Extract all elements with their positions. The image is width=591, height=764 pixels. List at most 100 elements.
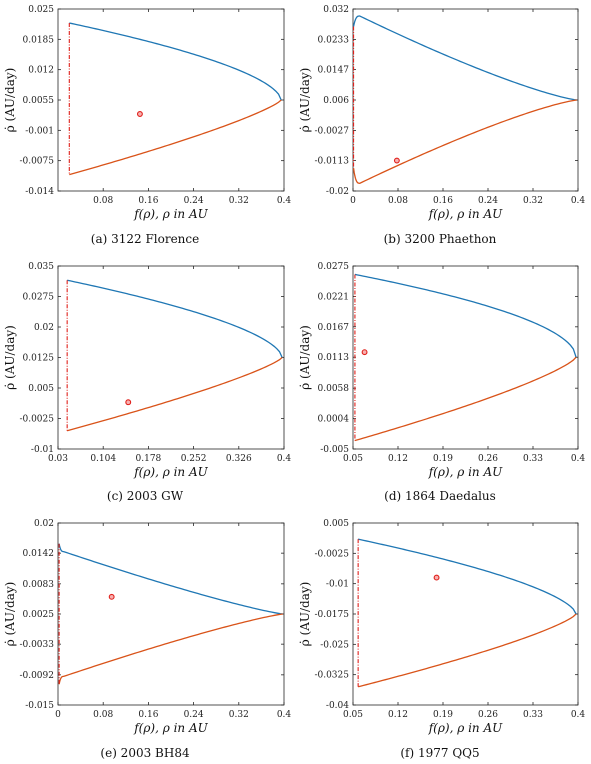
x-tick-label: 0.4 bbox=[571, 454, 586, 464]
x-axis-label: f(ρ), ρ in AU bbox=[133, 207, 208, 221]
x-tick-label: 0.24 bbox=[478, 196, 498, 206]
upper-boundary-curve bbox=[67, 279, 283, 358]
x-tick-label: 0.12 bbox=[388, 710, 408, 720]
chart-panel-2: 0 0.08 0.16 0.24 0.32 0.4 0.032 0.0233 0.0147 0.0… bbox=[298, 5, 585, 246]
x-tick-label: 0.08 bbox=[93, 710, 113, 720]
panel-caption: (f) 1977 QQ5 bbox=[400, 746, 479, 760]
y-tick-label: 0.0167 bbox=[318, 323, 350, 333]
y-tick-label: 0.0185 bbox=[23, 35, 55, 45]
y-tick-label: -0.0175 bbox=[314, 610, 349, 620]
lower-boundary-curve bbox=[357, 613, 577, 688]
lower-boundary-curve bbox=[69, 99, 282, 176]
plot-frame bbox=[352, 265, 579, 450]
x-tick-label: 0 bbox=[55, 710, 61, 720]
y-tick-label: 0.025 bbox=[28, 5, 54, 15]
x-tick-label: 0.252 bbox=[181, 454, 207, 464]
y-tick-label: -0.01 bbox=[31, 445, 54, 455]
x-tick-label: 0.33 bbox=[523, 454, 543, 464]
y-tick-label: -0.025 bbox=[320, 640, 349, 650]
y-tick-label: -0.02 bbox=[326, 187, 349, 197]
y-tick-label: 0.0221 bbox=[318, 292, 350, 302]
y-tick-label: -0.0075 bbox=[19, 157, 54, 167]
y-tick-label: -0.0025 bbox=[19, 415, 54, 425]
y-tick-label: -0.0033 bbox=[19, 640, 54, 650]
x-axis-label: f(ρ), ρ in AU bbox=[428, 465, 503, 479]
x-tick-label: 0 bbox=[350, 196, 356, 206]
observation-point bbox=[108, 593, 115, 600]
lower-boundary-curve bbox=[352, 99, 577, 184]
plot-frame bbox=[352, 522, 579, 706]
x-tick-label: 0.19 bbox=[433, 710, 453, 720]
lower-boundary-curve bbox=[58, 613, 283, 685]
y-tick-label: -0.014 bbox=[25, 187, 54, 197]
panel-caption: (d) 1864 Daedalus bbox=[384, 489, 496, 503]
y-axis-label: ρ̇ (AU/day) bbox=[3, 325, 17, 390]
upper-boundary-curve bbox=[352, 15, 577, 101]
x-axis-label: f(ρ), ρ in AU bbox=[428, 721, 503, 735]
y-tick-label: 0.0025 bbox=[23, 610, 55, 620]
x-tick-label: 0.16 bbox=[138, 710, 158, 720]
y-tick-label: 0.0275 bbox=[23, 293, 55, 303]
lower-boundary-curve bbox=[354, 356, 577, 442]
y-tick-label: -0.001 bbox=[25, 126, 54, 136]
x-tick-label: 0.08 bbox=[388, 196, 408, 206]
y-tick-label: 0.0275 bbox=[318, 262, 350, 272]
x-tick-label: 0.4 bbox=[277, 196, 292, 206]
y-tick-label: -0.005 bbox=[320, 445, 349, 455]
y-tick-label: 0.0142 bbox=[23, 549, 55, 559]
y-tick-label: 0.006 bbox=[323, 96, 349, 106]
panel-caption: (a) 3122 Florence bbox=[91, 232, 199, 246]
y-tick-label: 0.02 bbox=[34, 323, 54, 333]
x-axis-label: f(ρ), ρ in AU bbox=[133, 721, 208, 735]
y-tick-label: 0.0113 bbox=[318, 353, 350, 363]
panel-caption: (e) 2003 BH84 bbox=[100, 746, 190, 760]
x-tick-label: 0.4 bbox=[571, 196, 586, 206]
x-tick-label: 0.16 bbox=[138, 196, 158, 206]
x-tick-label: 0.03 bbox=[48, 454, 68, 464]
x-tick-label: 0.326 bbox=[226, 454, 252, 464]
x-tick-label: 0.33 bbox=[523, 710, 543, 720]
upper-boundary-curve bbox=[69, 22, 282, 101]
y-tick-label: 0.005 bbox=[323, 519, 349, 529]
y-axis-label: ρ̇ (AU/day) bbox=[298, 582, 312, 647]
x-tick-label: 0.19 bbox=[433, 454, 453, 464]
x-tick-label: 0.24 bbox=[184, 710, 204, 720]
x-tick-label: 0.08 bbox=[93, 196, 113, 206]
x-tick-label: 0.4 bbox=[571, 710, 586, 720]
y-tick-label: -0.0025 bbox=[314, 549, 349, 559]
y-tick-label: -0.0325 bbox=[314, 671, 349, 681]
x-tick-label: 0.26 bbox=[478, 710, 498, 720]
panel-caption: (c) 2003 GW bbox=[107, 489, 184, 503]
y-tick-label: 0.0083 bbox=[23, 580, 55, 590]
plot-frame bbox=[57, 522, 285, 706]
plot-frame bbox=[352, 8, 579, 192]
lower-boundary-curve bbox=[66, 356, 283, 432]
x-tick-label: 0.32 bbox=[523, 196, 543, 206]
y-tick-label: 0.0125 bbox=[23, 354, 55, 364]
x-tick-label: 0.24 bbox=[184, 196, 204, 206]
x-axis-label: f(ρ), ρ in AU bbox=[133, 465, 208, 479]
plot-frame bbox=[57, 8, 285, 192]
x-tick-label: 0.16 bbox=[433, 196, 453, 206]
x-tick-label: 0.4 bbox=[277, 454, 292, 464]
y-tick-label: 0.0058 bbox=[318, 384, 350, 394]
x-tick-label: 0.12 bbox=[388, 454, 408, 464]
x-tick-label: 0.05 bbox=[343, 710, 363, 720]
y-axis-label: ρ̇ (AU/day) bbox=[298, 68, 312, 133]
upper-boundary-curve bbox=[354, 273, 577, 358]
y-axis-label: ρ̇ (AU/day) bbox=[3, 582, 17, 647]
y-tick-label: -0.0027 bbox=[314, 126, 349, 136]
y-tick-label: -0.04 bbox=[326, 701, 349, 711]
y-tick-label: 0.02 bbox=[34, 519, 54, 529]
observation-point bbox=[136, 111, 143, 117]
y-tick-label: -0.015 bbox=[25, 701, 54, 711]
panel-caption: (b) 3200 Phaethon bbox=[384, 232, 497, 246]
y-tick-label: 0.032 bbox=[323, 5, 349, 15]
x-tick-label: 0.104 bbox=[90, 454, 116, 464]
upper-boundary-curve bbox=[58, 543, 283, 615]
y-tick-label: 0.035 bbox=[28, 262, 54, 272]
y-axis-label: ρ̇ (AU/day) bbox=[298, 325, 312, 390]
x-tick-label: 0.32 bbox=[229, 710, 249, 720]
y-tick-label: 0.0004 bbox=[318, 415, 350, 425]
